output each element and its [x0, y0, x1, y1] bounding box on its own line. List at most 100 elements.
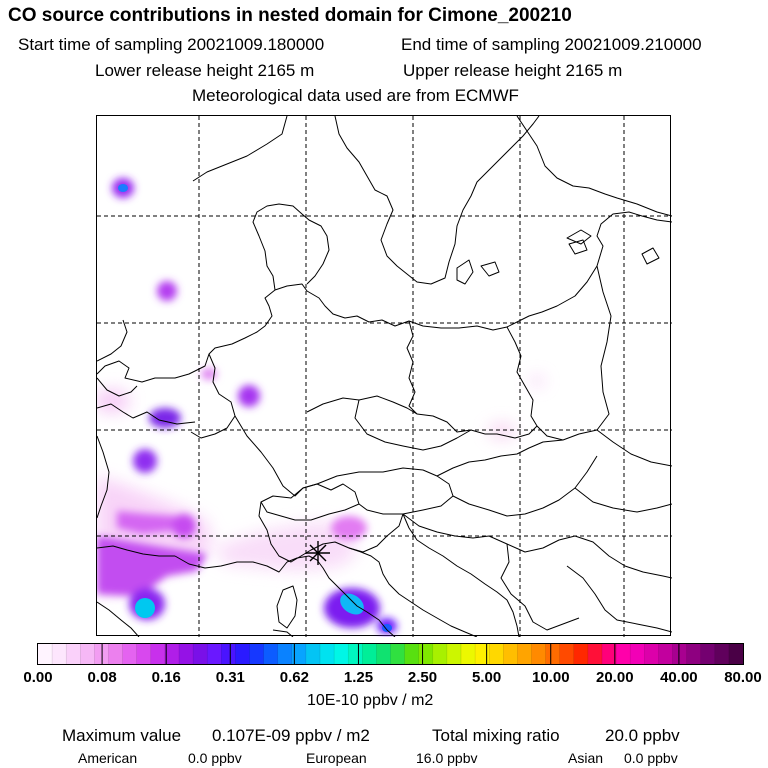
european-value: 16.0 ppbv [416, 750, 478, 766]
colorbar-swatch [432, 644, 448, 664]
hotspot-tyrrhenian-core [340, 593, 364, 615]
colorbar-swatch [38, 644, 53, 664]
colorbar-swatch [545, 644, 561, 664]
coast-gotland [456, 259, 474, 285]
coast-denmark [252, 203, 330, 291]
hotspot-loire [201, 368, 217, 380]
colorbar-swatch [602, 644, 617, 664]
border-benelux [190, 353, 236, 439]
colorbar-swatch [136, 644, 152, 664]
hotspot-rhine [149, 408, 181, 428]
colorbar-swatch [291, 644, 307, 664]
border-france-italy [258, 501, 404, 563]
colorbar-swatch [728, 644, 743, 664]
colorbar-tick-label: 5.00 [472, 669, 502, 686]
border-romania [574, 487, 672, 513]
plume-south-france [97, 536, 207, 596]
colorbar-swatch [714, 644, 730, 664]
colorbar-swatch [207, 644, 222, 664]
colorbar-swatch [630, 644, 645, 664]
colorbar-swatch [446, 644, 462, 664]
colorbar-swatch [573, 644, 589, 664]
hotspot-rome-core [382, 624, 392, 632]
colorbar-swatch [164, 644, 180, 664]
colorbar-swatch [686, 644, 702, 664]
hotspot-north-sea-2 [157, 281, 177, 301]
colorbar-tick-label: 0.31 [215, 669, 245, 686]
hotspot-lyon [172, 514, 196, 538]
colorbar-swatch [658, 644, 674, 664]
coast-adriatic-east [402, 513, 520, 637]
coast-lakes-east [568, 239, 660, 265]
plume-poland [488, 423, 516, 439]
colorbar-tick-label: 2.50 [407, 669, 438, 686]
coast-med-france [174, 555, 288, 573]
coast-baltic-east [506, 211, 672, 328]
coast-north-sea [97, 283, 508, 383]
start-time-label: Start time of sampling 20021009.180000 [18, 35, 325, 54]
colorbar-swatch [376, 644, 392, 664]
american-label: American [78, 750, 138, 766]
border-germany-czech [306, 395, 486, 435]
coast-britain [97, 319, 138, 397]
colorbar-swatch [348, 644, 363, 664]
colorbar-tick-label: 0.16 [151, 669, 181, 686]
colorbar-swatch [404, 644, 420, 664]
colorbar-swatch [334, 644, 349, 664]
colorbar-swatch [672, 644, 688, 664]
colorbar-swatch [122, 644, 138, 664]
colorbar-swatch [66, 644, 81, 664]
colorbar-tick-label: 1.25 [343, 669, 374, 686]
colorbar-svg [38, 644, 743, 664]
colorbar-swatch [108, 644, 124, 664]
colorbar-tick-label: 10.00 [532, 669, 570, 686]
colorbar-swatch [587, 644, 603, 664]
coast-atlantic-france [97, 435, 110, 519]
colorbar-unit: 10E-10 ppbv / m2 [307, 692, 434, 709]
border-poland-ukraine [536, 265, 612, 441]
colorbar-tick-label: 40.00 [660, 669, 698, 686]
colorbar-tick-label: 0.00 [23, 669, 53, 686]
coast-sardinia [272, 629, 294, 637]
total-mixing-value: 20.0 ppbv [605, 726, 680, 745]
colorbar-swatch [320, 644, 335, 664]
colorbar-swatch [644, 644, 659, 664]
colorbar-swatch [559, 644, 575, 664]
max-value-label: Maximum value [62, 726, 182, 745]
european-label: European [306, 750, 367, 766]
colorbar-swatch [277, 644, 293, 664]
concentration-field [97, 178, 545, 634]
colorbar-swatch [52, 644, 67, 664]
colorbar-swatch [263, 644, 279, 664]
colorbar-swatch [461, 644, 476, 664]
border-ukraine-romania [596, 429, 672, 467]
hotspot-adriatic [331, 516, 367, 540]
border-hungary-slovakia [436, 439, 598, 517]
coastlines-borders [97, 116, 672, 637]
american-value: 0.0 ppbv [188, 750, 242, 766]
colorbar-swatch [362, 644, 377, 664]
colorbar-swatch [150, 644, 166, 664]
colorbar-swatch [249, 644, 265, 664]
end-time-label: End time of sampling 20021009.210000 [401, 35, 702, 54]
asian-label: Asian [568, 750, 604, 766]
max-value: 0.107E-09 ppbv / m2 [212, 726, 370, 745]
coast-balearic-spain [97, 601, 140, 637]
colorbar-swatch [517, 644, 533, 664]
colorbar-swatch [503, 644, 518, 664]
plume-ligurian [117, 511, 177, 534]
plume-silesia [529, 376, 545, 386]
coast-channel [97, 403, 196, 425]
chart-title: CO source contributions in nested domain… [8, 5, 572, 26]
colorbar-tick-label: 0.08 [87, 669, 117, 686]
colorbar-swatch [390, 644, 406, 664]
colorbar-swatch [235, 644, 251, 664]
map-panel [96, 115, 672, 637]
total-mixing-label: Total mixing ratio [432, 726, 560, 745]
colorbar-swatch [193, 644, 208, 664]
colorbar-swatch [616, 644, 631, 664]
border-balkans [402, 513, 672, 633]
colorbar-swatch [80, 644, 95, 664]
border-germany-poland [406, 320, 418, 415]
coast-corsica [276, 585, 298, 629]
